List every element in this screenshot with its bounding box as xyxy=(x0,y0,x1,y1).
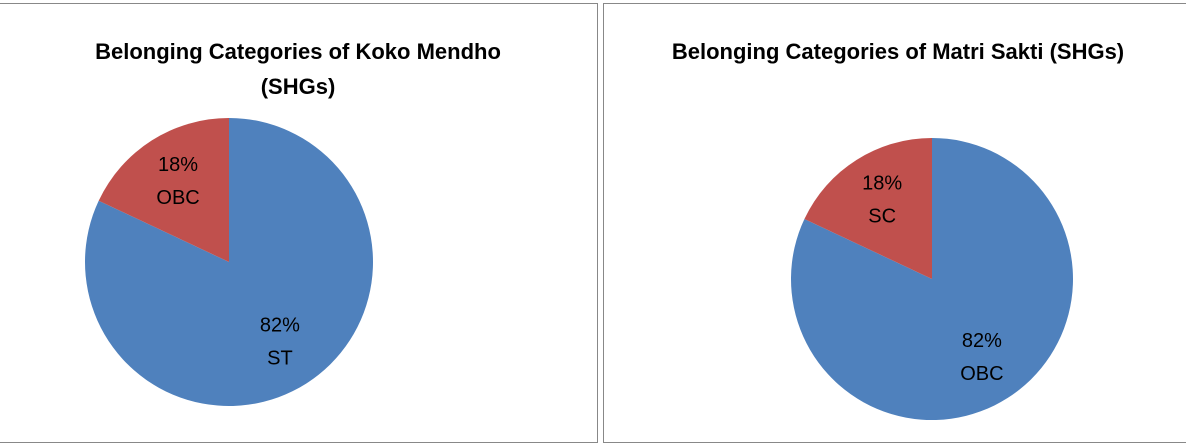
pie-chart: 82% OBC 18% SC xyxy=(791,138,1073,420)
data-label: 82% xyxy=(260,315,300,337)
data-label: 18% xyxy=(158,154,198,176)
chart-title: Belonging Categories of Koko Mendho (SHG… xyxy=(95,39,501,99)
chart-title: Belonging Categories of Matri Sakti (SHG… xyxy=(671,39,1125,64)
chart-panel: 82% ST 18% OBC Belonging Categories of Koko… xyxy=(0,3,598,443)
data-label: 18% xyxy=(862,173,902,195)
page: 82% ST 18% OBC Belonging Categories of Koko… xyxy=(0,3,1186,443)
pie-slice xyxy=(98,117,230,262)
slice-category: OBC xyxy=(960,363,1003,385)
data-label: 82% xyxy=(962,330,1002,352)
pie-slice xyxy=(804,138,932,279)
pie-chart: 82% ST 18% OBC xyxy=(84,117,373,406)
slice-category: SC xyxy=(868,206,896,228)
slice-category: OBC xyxy=(156,187,199,209)
slice-category: ST xyxy=(267,348,293,370)
chart-panel: 82% OBC 18% SC Belonging Categories of Matr… xyxy=(603,3,1186,443)
